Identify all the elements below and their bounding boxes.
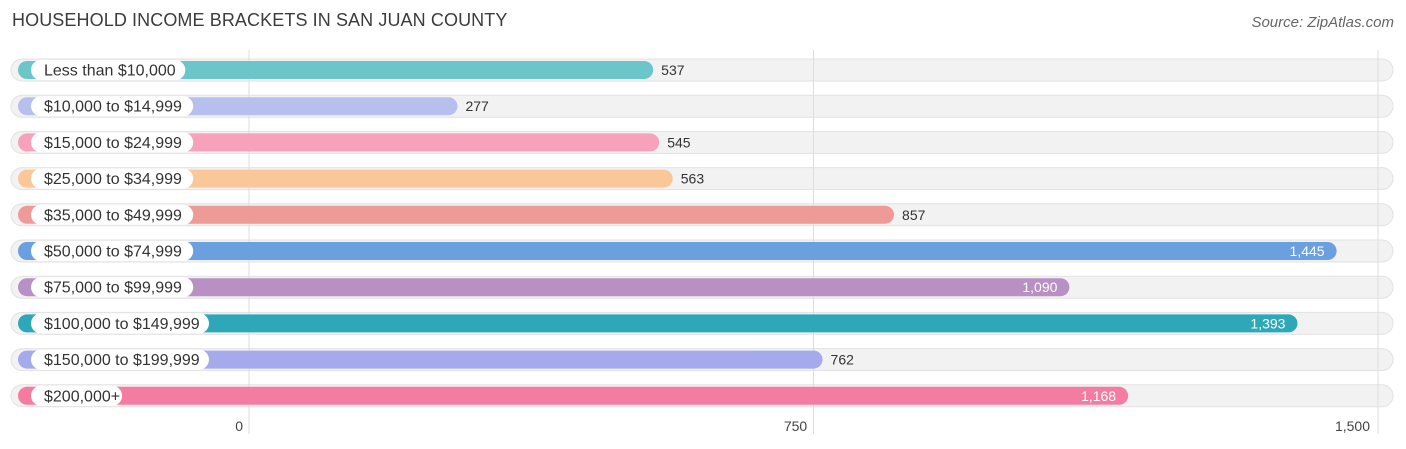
value-label: 1,090 <box>1022 279 1057 295</box>
value-label: 537 <box>661 62 685 78</box>
x-tick-label: 1,500 <box>1335 418 1370 434</box>
category-pill <box>31 96 194 117</box>
value-label: 1,393 <box>1250 315 1285 331</box>
source-note: Source: ZipAtlas.com <box>1251 14 1394 31</box>
category-label: Less than $10,000 <box>44 63 176 80</box>
category-label: $10,000 to $14,999 <box>44 99 182 116</box>
category-pill <box>31 60 186 80</box>
x-tick-label: 750 <box>784 418 808 434</box>
bar[interactable] <box>18 314 1298 333</box>
bar[interactable] <box>18 278 1070 297</box>
category-label: $15,000 to $24,999 <box>44 135 182 152</box>
category-label: $75,000 to $99,999 <box>44 280 182 297</box>
value-label: 1,445 <box>1290 243 1325 259</box>
value-label: 563 <box>681 171 705 187</box>
category-pill <box>31 277 194 298</box>
bar[interactable] <box>18 350 823 369</box>
category-label: $25,000 to $34,999 <box>44 171 182 188</box>
category-pill <box>31 168 194 189</box>
category-pill <box>31 241 194 261</box>
category-label: $50,000 to $74,999 <box>44 244 182 261</box>
value-label: 545 <box>667 134 691 150</box>
x-tick-label: 0 <box>235 418 243 434</box>
value-label: 1,168 <box>1081 388 1116 404</box>
value-label: 277 <box>465 98 489 114</box>
bar[interactable] <box>18 386 1129 405</box>
bar[interactable] <box>18 205 895 224</box>
category-label: $200,000+ <box>44 388 120 405</box>
category-label: $150,000 to $199,999 <box>44 352 200 369</box>
category-pill <box>31 204 194 225</box>
value-label: 857 <box>902 207 926 223</box>
value-label: 762 <box>831 352 855 368</box>
category-label: $35,000 to $49,999 <box>44 207 182 224</box>
chart-title: HOUSEHOLD INCOME BRACKETS IN SAN JUAN CO… <box>12 10 508 30</box>
category-pill <box>31 132 194 153</box>
bar[interactable] <box>18 242 1337 260</box>
category-label: $100,000 to $149,999 <box>44 316 200 333</box>
category-pill <box>31 313 209 334</box>
category-pill <box>31 349 209 370</box>
category-pill <box>31 385 123 406</box>
